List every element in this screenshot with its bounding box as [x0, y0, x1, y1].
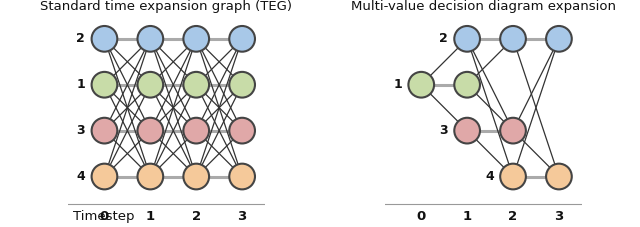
Circle shape	[454, 26, 480, 52]
Circle shape	[500, 118, 526, 143]
Text: 4: 4	[485, 170, 493, 183]
Circle shape	[138, 26, 163, 52]
Circle shape	[408, 72, 434, 98]
Circle shape	[500, 164, 526, 189]
Text: 3: 3	[77, 124, 85, 137]
Text: 2: 2	[439, 32, 448, 45]
Circle shape	[92, 164, 117, 189]
Circle shape	[546, 26, 572, 52]
Text: 1: 1	[463, 210, 472, 222]
Circle shape	[229, 72, 255, 98]
Circle shape	[92, 72, 117, 98]
Circle shape	[138, 118, 163, 143]
Circle shape	[454, 72, 480, 98]
Text: 3: 3	[237, 210, 247, 222]
Text: 1: 1	[393, 78, 402, 91]
Circle shape	[138, 72, 163, 98]
Circle shape	[184, 118, 209, 143]
Text: 4: 4	[76, 170, 85, 183]
Text: 0: 0	[100, 210, 109, 222]
Title: Multi-value decision diagram expansion: Multi-value decision diagram expansion	[351, 0, 616, 13]
Circle shape	[500, 26, 526, 52]
Text: 2: 2	[191, 210, 201, 222]
Circle shape	[92, 118, 117, 143]
Circle shape	[184, 26, 209, 52]
Text: 3: 3	[554, 210, 564, 222]
Circle shape	[546, 164, 572, 189]
Text: Timestep: Timestep	[73, 210, 135, 222]
Text: 1: 1	[146, 210, 155, 222]
Text: 2: 2	[508, 210, 518, 222]
Circle shape	[138, 164, 163, 189]
Text: 1: 1	[76, 78, 85, 91]
Circle shape	[92, 26, 117, 52]
Circle shape	[184, 164, 209, 189]
Circle shape	[454, 118, 480, 143]
Circle shape	[229, 26, 255, 52]
Circle shape	[184, 72, 209, 98]
Title: Standard time expansion graph (TEG): Standard time expansion graph (TEG)	[40, 0, 292, 13]
Text: 0: 0	[417, 210, 426, 222]
Circle shape	[229, 118, 255, 143]
Circle shape	[229, 164, 255, 189]
Text: 3: 3	[439, 124, 448, 137]
Text: 2: 2	[76, 32, 85, 45]
